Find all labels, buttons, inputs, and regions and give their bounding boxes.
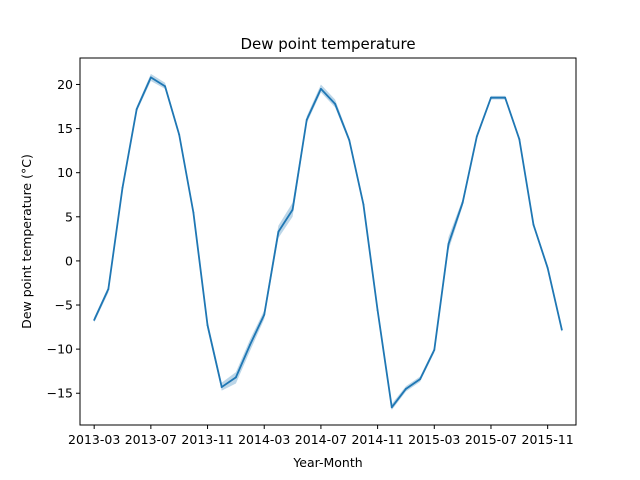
x-axis: 2013-03 2013-07 2013-11 2014-03 2014-07 2014-…: [68, 425, 574, 447]
data-point-2013-09: [178, 133, 181, 136]
data-point-2015-04: [447, 243, 450, 246]
data-point-2014-08: [334, 102, 336, 105]
data-point-2014-11: [376, 309, 379, 312]
data-point-2013-07: [149, 76, 152, 79]
data-point-2014-07: [320, 87, 322, 90]
data-point-2014-01: [234, 376, 237, 379]
data-point-2013-12: [220, 386, 223, 388]
data-point-2013-10: [192, 211, 195, 214]
y-tick-label: −15: [47, 386, 73, 401]
data-point-2014-05: [291, 208, 294, 211]
data-point-2015-12: [560, 328, 563, 331]
x-tick-label: 2014-07: [295, 432, 347, 447]
chart-title: Dew point temperature: [240, 35, 415, 53]
x-tick-label: 2015-07: [465, 432, 517, 447]
x-tick-label: 2014-11: [351, 432, 403, 447]
y-axis-title: Dew point temperature (°C): [19, 154, 34, 329]
data-point-2013-11: [206, 324, 209, 327]
y-tick-label: 20: [57, 77, 73, 92]
plot-background: [80, 58, 576, 425]
data-point-2014-06: [305, 118, 308, 121]
y-tick-label: 5: [65, 209, 73, 224]
data-point-2014-04: [277, 230, 280, 233]
data-point-2013-06: [135, 108, 138, 111]
y-axis: −15 −10 −5 0 5 10 15 20: [47, 77, 80, 401]
data-point-2013-03: [93, 319, 96, 321]
data-point-2015-06: [475, 135, 478, 138]
data-point-2014-12: [390, 406, 393, 409]
data-point-2015-02: [419, 378, 422, 381]
data-point-2013-08: [164, 85, 166, 88]
series-line: [93, 76, 563, 409]
x-tick-label: 2013-03: [68, 432, 120, 447]
data-point-2015-09: [518, 138, 521, 141]
plot-area: [79, 57, 577, 426]
x-tick-label: 2014-03: [238, 432, 290, 447]
y-tick-label: −10: [47, 342, 73, 357]
data-point-2014-03: [263, 313, 266, 316]
x-tick-label: 2015-03: [408, 432, 460, 447]
data-point-2013-04: [107, 288, 110, 291]
data-points: [93, 76, 563, 409]
data-point-2015-10: [532, 223, 535, 226]
x-tick-label: 2015-11: [522, 432, 574, 447]
data-point-2014-10: [362, 203, 365, 206]
data-point-2015-07: [490, 96, 492, 99]
x-tick-label: 2013-07: [125, 432, 177, 447]
data-point-2014-02: [249, 343, 251, 346]
data-point-2015-01: [405, 387, 407, 390]
y-tick-label: −5: [55, 298, 73, 313]
data-point-2013-05: [121, 186, 124, 189]
x-axis-title: Year-Month: [292, 455, 362, 470]
data-point-2015-03: [433, 349, 436, 351]
data-point-2015-08: [504, 96, 507, 99]
y-tick-label: 0: [65, 253, 73, 268]
data-point-2014-09: [348, 139, 351, 141]
x-tick-label: 2013-11: [181, 432, 233, 447]
y-tick-label: 15: [57, 121, 73, 136]
y-tick-label: 10: [57, 165, 73, 180]
data-point-2015-05: [461, 201, 464, 204]
plot-frame: [79, 57, 577, 426]
data-point-2015-11: [546, 267, 549, 269]
